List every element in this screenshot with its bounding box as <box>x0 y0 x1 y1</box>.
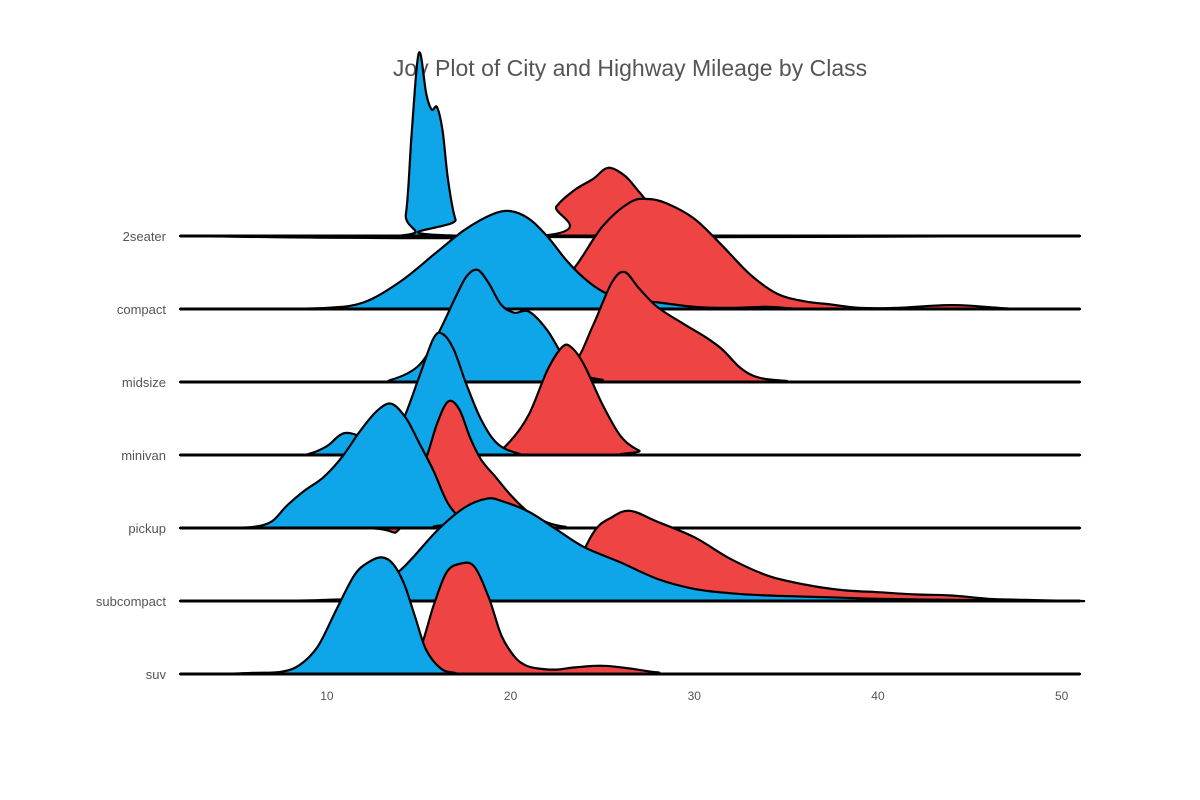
category-label: midsize <box>122 375 166 390</box>
x-tick-label: 30 <box>688 689 702 703</box>
x-tick-label: 10 <box>320 689 334 703</box>
category-label: compact <box>117 302 167 317</box>
category-label: minivan <box>121 448 166 463</box>
city-density-area <box>178 209 1082 311</box>
category-label: suv <box>146 667 167 682</box>
x-tick-label: 40 <box>871 689 885 703</box>
category-label: 2seater <box>123 229 167 244</box>
x-tick-label: 20 <box>504 689 518 703</box>
ridge-suv: suv <box>146 556 1082 747</box>
chart-title: Joy Plot of City and Highway Mileage by … <box>392 55 868 81</box>
category-label: pickup <box>128 521 166 536</box>
category-label: subcompact <box>96 594 166 609</box>
x-tick-label: 50 <box>1055 689 1069 703</box>
ridge-backdrop <box>180 674 1080 747</box>
